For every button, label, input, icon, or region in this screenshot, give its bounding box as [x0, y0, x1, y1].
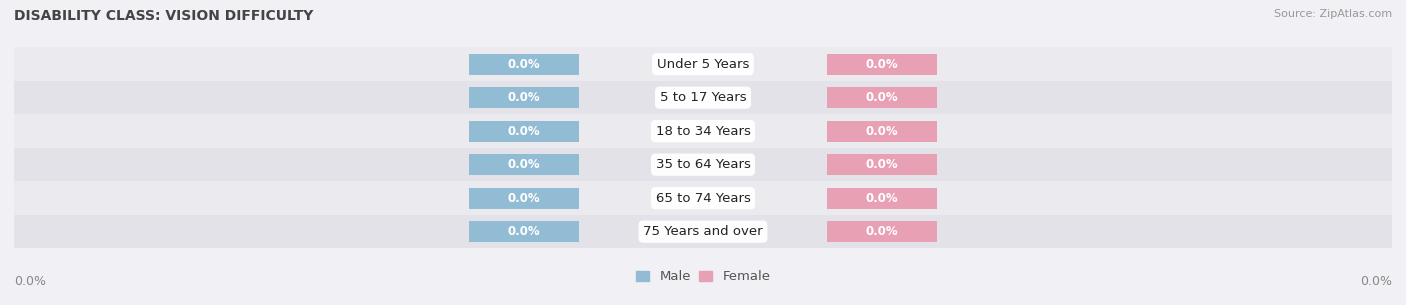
- Text: 0.0%: 0.0%: [508, 58, 540, 71]
- Bar: [14, 215, 1392, 249]
- Text: 35 to 64 Years: 35 to 64 Years: [655, 158, 751, 171]
- Bar: [14, 47, 1392, 81]
- Text: 18 to 34 Years: 18 to 34 Years: [655, 125, 751, 138]
- Bar: [827, 121, 938, 142]
- Bar: [14, 148, 1392, 181]
- Text: 0.0%: 0.0%: [14, 274, 46, 288]
- Bar: [468, 87, 579, 108]
- Text: 0.0%: 0.0%: [508, 192, 540, 205]
- Text: 0.0%: 0.0%: [866, 158, 898, 171]
- Bar: [827, 154, 938, 175]
- Bar: [827, 221, 938, 242]
- Bar: [827, 87, 938, 108]
- Text: DISABILITY CLASS: VISION DIFFICULTY: DISABILITY CLASS: VISION DIFFICULTY: [14, 9, 314, 23]
- Text: 0.0%: 0.0%: [508, 125, 540, 138]
- Text: 0.0%: 0.0%: [866, 225, 898, 238]
- Text: 0.0%: 0.0%: [508, 225, 540, 238]
- Bar: [468, 154, 579, 175]
- Text: 0.0%: 0.0%: [1360, 274, 1392, 288]
- Text: Under 5 Years: Under 5 Years: [657, 58, 749, 71]
- Bar: [468, 121, 579, 142]
- Legend: Male, Female: Male, Female: [630, 265, 776, 289]
- Text: 0.0%: 0.0%: [866, 192, 898, 205]
- Bar: [468, 188, 579, 209]
- Bar: [468, 221, 579, 242]
- Text: 0.0%: 0.0%: [866, 58, 898, 71]
- Text: 75 Years and over: 75 Years and over: [643, 225, 763, 238]
- Text: 0.0%: 0.0%: [508, 91, 540, 104]
- Text: 0.0%: 0.0%: [866, 91, 898, 104]
- Text: Source: ZipAtlas.com: Source: ZipAtlas.com: [1274, 9, 1392, 19]
- Text: 0.0%: 0.0%: [866, 125, 898, 138]
- Bar: [14, 114, 1392, 148]
- Bar: [468, 54, 579, 74]
- Text: 5 to 17 Years: 5 to 17 Years: [659, 91, 747, 104]
- Text: 65 to 74 Years: 65 to 74 Years: [655, 192, 751, 205]
- Bar: [14, 81, 1392, 114]
- Bar: [14, 181, 1392, 215]
- Text: 0.0%: 0.0%: [508, 158, 540, 171]
- Bar: [827, 54, 938, 74]
- Bar: [827, 188, 938, 209]
